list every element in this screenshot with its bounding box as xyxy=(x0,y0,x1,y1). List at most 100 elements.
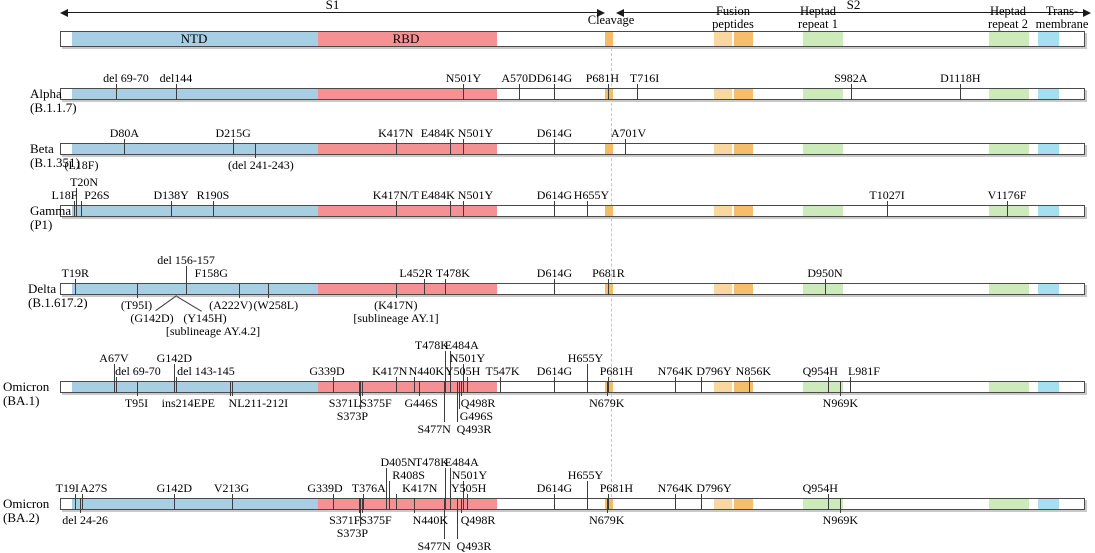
variant-lineage-gamma: (P1) xyxy=(30,217,53,232)
region-heptad-repeat-2 xyxy=(989,89,1029,99)
region-heptad-repeat-2 xyxy=(989,284,1029,294)
mutation-tick xyxy=(444,351,446,393)
mutation-tick xyxy=(608,494,610,510)
variant-bar-delta xyxy=(60,283,1085,295)
transmembrane-label-line1: Trans- xyxy=(1045,4,1079,18)
mutation-tick xyxy=(136,381,138,396)
mutation-label: D796Y xyxy=(696,364,732,378)
variant-lineage-beta: (B.1.351) xyxy=(30,155,80,170)
region-rbd xyxy=(318,382,497,392)
region-heptad-repeat-2 xyxy=(989,32,1029,46)
mutation-tick xyxy=(360,498,362,526)
mutation-tick xyxy=(463,481,465,510)
region-ntd xyxy=(72,89,318,99)
mutation-label: V213G xyxy=(213,481,250,495)
mutation-label: H655Y xyxy=(567,468,604,482)
mutation-label: N501Y xyxy=(449,351,486,365)
s1-region-label: S1 xyxy=(325,0,340,12)
region-heptad-repeat-1 xyxy=(803,206,843,216)
region-cleavage-site xyxy=(605,206,613,216)
mutation-label: T20N xyxy=(70,175,99,189)
mutation-label: S477N xyxy=(417,422,451,436)
variant-name-alpha: Alpha xyxy=(30,86,62,101)
variant-lineage-omicron-ba1: (BA.1) xyxy=(3,393,40,408)
mutation-tick xyxy=(624,139,626,155)
mutation-tick xyxy=(395,494,397,510)
mutation-tick xyxy=(849,377,851,393)
mutation-tick xyxy=(887,201,889,217)
region-heptad-repeat-1 xyxy=(803,89,843,99)
mutation-label: D614G xyxy=(536,126,573,140)
region-fusion-peptide-2 xyxy=(734,206,753,216)
region-heptad-repeat-2 xyxy=(989,382,1029,392)
mutation-tick xyxy=(444,498,446,539)
mutation-label: E484A xyxy=(444,455,479,469)
mutation-tick xyxy=(115,377,117,393)
heptad-repeat-2-label: Heptad repeat 2 xyxy=(968,5,1048,31)
region-transmembrane xyxy=(1038,89,1059,99)
heptad-repeat-1-label-line1: Heptad xyxy=(799,4,837,18)
mutation-label: N764K xyxy=(657,364,693,378)
mutation-label: [sublineage AY.4.2] xyxy=(165,324,261,338)
mutation-label: S373P xyxy=(336,526,369,540)
mutation-tick xyxy=(675,494,677,510)
fusion-peptides-label-line2: peptides xyxy=(712,17,754,31)
mutation-label: A27S xyxy=(80,481,108,495)
mutation-label: D215G xyxy=(215,126,251,140)
mutation-tick xyxy=(414,498,416,513)
region-rbd xyxy=(318,499,497,509)
mutation-tick xyxy=(675,377,677,393)
variant-lineage-omicron-ba2: (BA.2) xyxy=(3,510,40,525)
mutation-label: T19R xyxy=(61,266,89,280)
region-fusion-peptide-1 xyxy=(714,144,732,154)
mutation-connector xyxy=(155,295,177,311)
mutation-label: H655Y xyxy=(573,188,610,202)
mutation-label: (A222V) xyxy=(209,298,253,312)
mutation-label: N679K xyxy=(589,396,625,410)
mutation-tick xyxy=(233,139,235,155)
variant-bar-beta xyxy=(60,143,1085,155)
region-rbd xyxy=(318,144,497,154)
variant-bar-gamma xyxy=(60,205,1085,217)
mutation-label: R190S xyxy=(196,188,230,202)
cleavage-dashed-line xyxy=(611,48,612,512)
mutation-tick xyxy=(449,139,451,155)
mutation-label: S375F xyxy=(360,513,392,527)
mutation-label: E484K xyxy=(420,126,455,140)
mutation-label: N856K xyxy=(735,364,771,378)
variant-bar-omicron-ba1 xyxy=(60,381,1085,393)
mutation-tick xyxy=(850,84,852,100)
mutation-label: T1027I xyxy=(869,188,905,202)
mutation-label: S371L xyxy=(328,396,361,410)
mutation-tick xyxy=(80,498,82,513)
mutation-label: N969K xyxy=(822,513,858,527)
region-heptad-repeat-1 xyxy=(803,382,843,392)
mutation-label: A67V xyxy=(99,351,129,365)
region-fusion-peptide-2 xyxy=(734,284,753,294)
mutation-label: P681R xyxy=(592,266,625,280)
mutation-tick xyxy=(500,377,502,393)
mutation-tick xyxy=(463,201,465,217)
region-heptad-repeat-1 xyxy=(803,284,843,294)
mutation-label: (W258L) xyxy=(253,298,299,312)
mutation-tick xyxy=(80,201,82,217)
mutation-label: T478K xyxy=(414,338,449,352)
mutation-label: R408S xyxy=(392,468,425,482)
mutation-label: K417N xyxy=(372,364,408,378)
region-transmembrane xyxy=(1038,32,1059,46)
mutation-tick xyxy=(701,494,703,510)
mutation-label: D138Y xyxy=(153,188,189,202)
mutation-label: E484K xyxy=(420,188,455,202)
mutation-label: A701V xyxy=(610,126,647,140)
mutation-label: V1176F xyxy=(987,188,1027,202)
mutation-label: N501Y xyxy=(451,468,488,482)
mutation-label: D614G xyxy=(536,364,573,378)
mutation-tick xyxy=(461,381,463,396)
mutation-tick xyxy=(76,188,78,217)
mutation-label: G446S xyxy=(404,396,438,410)
s1-arrow-left-head xyxy=(60,9,68,17)
mutation-label: (K417N) xyxy=(374,298,418,312)
mutation-tick xyxy=(461,498,463,513)
mutation-tick xyxy=(449,201,451,217)
mutation-label: D796Y xyxy=(696,481,732,495)
